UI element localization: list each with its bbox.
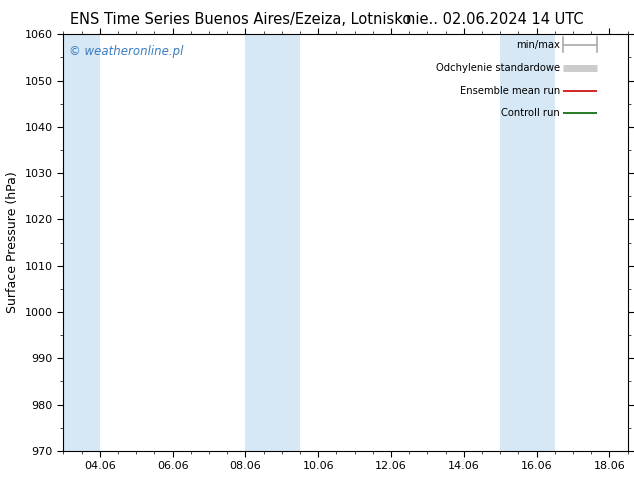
Text: nie.. 02.06.2024 14 UTC: nie.. 02.06.2024 14 UTC bbox=[406, 12, 583, 27]
Text: ENS Time Series Buenos Aires/Ezeiza, Lotnisko: ENS Time Series Buenos Aires/Ezeiza, Lot… bbox=[70, 12, 411, 27]
Bar bbox=[245, 34, 300, 451]
Text: Ensemble mean run: Ensemble mean run bbox=[460, 86, 560, 96]
Y-axis label: Surface Pressure (hPa): Surface Pressure (hPa) bbox=[6, 172, 19, 314]
Text: Odchylenie standardowe: Odchylenie standardowe bbox=[436, 63, 560, 73]
Text: Controll run: Controll run bbox=[501, 108, 560, 119]
Text: min/max: min/max bbox=[516, 40, 560, 49]
Bar bbox=[500, 34, 555, 451]
Bar bbox=[63, 34, 100, 451]
Text: © weatheronline.pl: © weatheronline.pl bbox=[69, 45, 183, 58]
